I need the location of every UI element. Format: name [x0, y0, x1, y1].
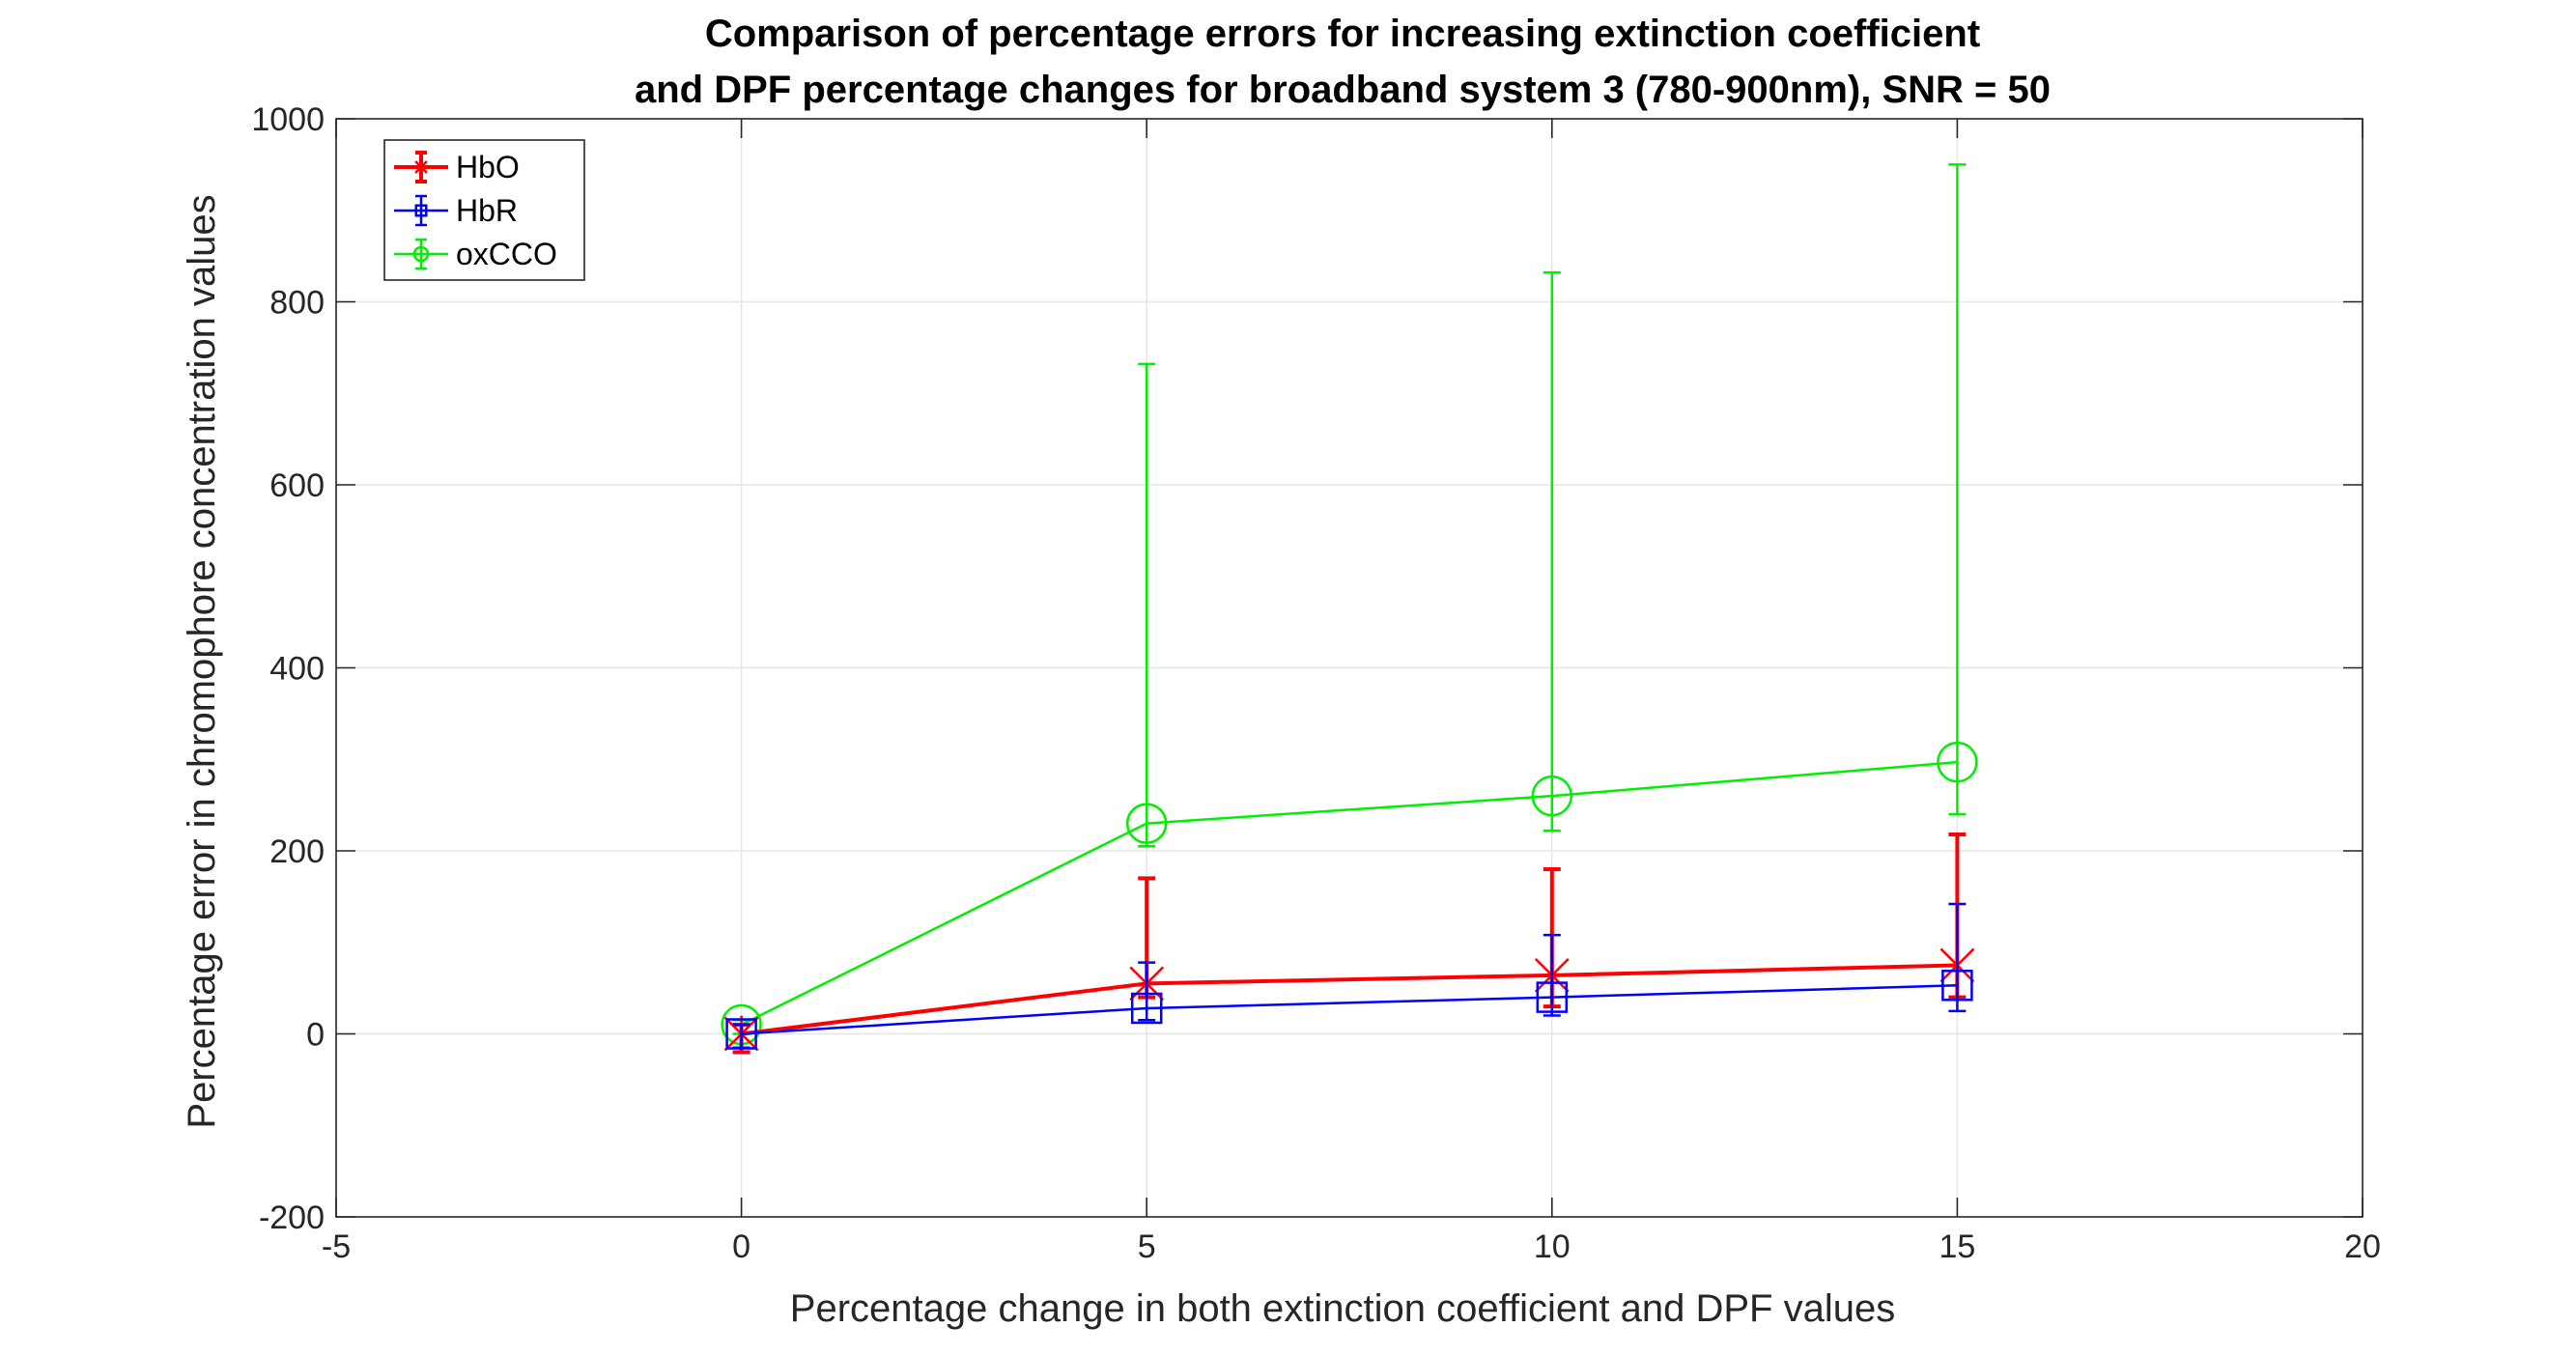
series-hbo: [723, 832, 1975, 1055]
grid: [336, 119, 2363, 1217]
legend-marker: [412, 245, 430, 263]
y-tick-label: 1000: [251, 101, 325, 138]
chart-title-line-2: and DPF percentage changes for broadband…: [635, 69, 2051, 111]
x-axis-label: Percentage change in both extinction coe…: [790, 1287, 1895, 1330]
x-tick-label: 15: [1939, 1228, 1975, 1265]
x-tick-label: -5: [322, 1228, 351, 1265]
legend-marker: [414, 204, 428, 217]
legend-label: HbR: [456, 193, 518, 228]
y-axis-label: Percentage error in chromophore concentr…: [181, 194, 223, 1128]
plot-series: [721, 163, 1978, 1055]
series-line: [741, 963, 1958, 1036]
y-tick-label: 400: [269, 651, 325, 688]
series-line: [741, 984, 1958, 1035]
legend-label: oxCCO: [456, 237, 557, 271]
legend: HbO HbR oxCCO: [383, 139, 585, 281]
series-line: [741, 760, 1958, 1027]
labels: Comparison of percentage errors for incr…: [181, 13, 2051, 1330]
x-tick-label: 20: [2344, 1228, 2381, 1265]
x-tick-label: 5: [1138, 1228, 1156, 1265]
legend-entry-hbo: HbO: [394, 150, 520, 184]
data-point: [1937, 741, 1978, 783]
series-oxcco: [721, 163, 1978, 1046]
y-tick-label: 800: [269, 285, 325, 322]
legend-marker: [414, 160, 428, 174]
data-point: [1941, 970, 1973, 1002]
x-tick-label: 0: [732, 1228, 750, 1265]
data-point: [1531, 775, 1573, 817]
y-tick-label: 200: [269, 833, 325, 870]
y-tick-label: 600: [269, 467, 325, 504]
y-tick-label: -200: [259, 1200, 325, 1236]
legend-label: HbO: [456, 150, 520, 184]
chart-title-line-1: Comparison of percentage errors for incr…: [705, 13, 1980, 55]
y-tick-label: 0: [306, 1017, 325, 1054]
series-hbr: [725, 902, 1973, 1050]
data-point: [1130, 992, 1163, 1025]
data-point: [1125, 803, 1168, 844]
data-point: [1536, 981, 1569, 1013]
data-point: [725, 1018, 757, 1050]
x-tick-label: 10: [1534, 1228, 1571, 1265]
legend-entry-oxcco: oxCCO: [394, 237, 557, 271]
legend-entry-hbr: HbR: [394, 193, 518, 228]
axes: -5 0 5 10 15 20 -200 0 200 400 600 800 1000: [251, 101, 2381, 1265]
